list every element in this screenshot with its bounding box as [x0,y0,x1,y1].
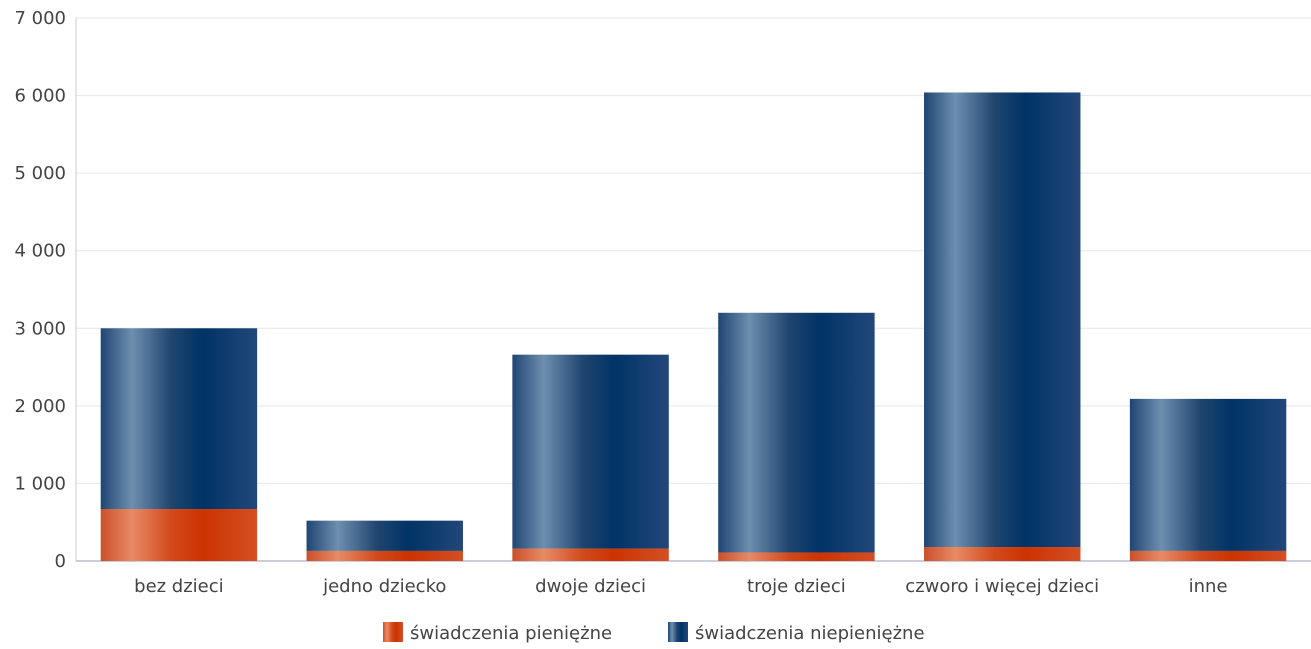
gridlines [76,17,1311,484]
legend-item[interactable]: świadczenia niepieniężne [668,622,925,644]
bar-segment-pieniezne [718,552,875,561]
bar-segment-niepieniezne [100,328,258,510]
x-tick-label: dwoje dzieci [535,576,646,597]
legend-swatch [383,622,403,642]
y-tick-label: 0 [55,551,66,572]
y-tick-label: 6 000 [14,86,66,107]
bar-segment-pieniezne [924,547,1081,561]
bars [100,92,1287,561]
legend: świadczenia pieniężne świadczenia niepien… [383,622,925,644]
x-tick-label: jedno dziecko [322,576,446,597]
bar-segment-niepieniezne [718,312,875,553]
y-axis-tick-labels: 0 1 000 2 000 3 000 4 000 5 000 6 000 7 000 [14,8,66,572]
bar-segment-pieniezne [100,509,258,561]
legend-label: świadczenia pieniężne [410,623,612,644]
legend-swatch [668,622,688,642]
x-tick-label: czworo i więcej dzieci [905,576,1099,597]
x-axis-tick-labels: bez dzieci jedno dziecko dwoje dzieci troje… [134,576,1227,597]
y-tick-label: 5 000 [14,163,66,184]
bar-segment-niepieniezne [924,92,1081,548]
y-tick-label: 4 000 [14,241,66,262]
bar-segment-niepieniezne [1129,398,1287,551]
y-tick-label: 7 000 [14,8,66,29]
y-tick-label: 3 000 [14,318,66,339]
x-tick-label: inne [1189,576,1228,597]
bar-segment-pieniezne [1129,550,1287,561]
bar-segment-pieniezne [512,548,669,561]
legend-item[interactable]: świadczenia pieniężne [383,622,612,644]
bar-segment-niepieniezne [306,520,463,551]
y-tick-label: 2 000 [14,396,66,417]
x-tick-label: bez dzieci [134,576,224,597]
y-tick-label: 1 000 [14,473,66,494]
axes [75,18,1311,562]
bar-segment-pieniezne [306,550,463,561]
x-tick-label: troje dzieci [747,576,846,597]
legend-label: świadczenia niepieniężne [695,623,925,644]
bar-segment-niepieniezne [512,354,669,549]
